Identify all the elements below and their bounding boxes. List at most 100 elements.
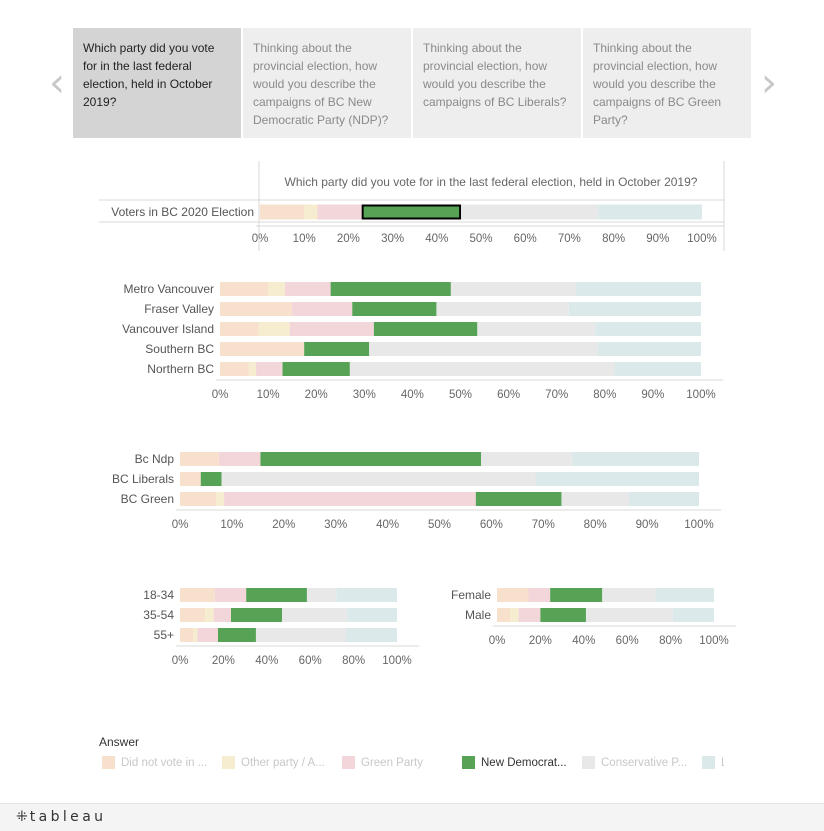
bar-southern-bc-conservative-p[interactable] <box>369 342 598 356</box>
tab-federal-vote[interactable]: Which party did you vote for in the last… <box>73 28 241 138</box>
bar-bc-green-did-not-vote-in[interactable] <box>180 492 217 506</box>
bar-18-34-new-democrat[interactable] <box>246 588 307 602</box>
bar-northern-bc-other-party-a[interactable] <box>248 362 257 376</box>
bar-55-green-party[interactable] <box>197 628 218 642</box>
bar-metro-vancouver-green-party[interactable] <box>284 282 331 296</box>
bar-northern-bc-l[interactable] <box>614 362 701 376</box>
bar-55-other-party-a[interactable] <box>193 628 198 642</box>
bar-voters-in-bc-2020-election-green-party[interactable] <box>317 204 362 220</box>
bar-vancouver-island-conservative-p[interactable] <box>477 322 596 336</box>
bar-bc-green-conservative-p[interactable] <box>561 492 629 506</box>
legend-swatch <box>702 756 715 769</box>
bar-fraser-valley-green-party[interactable] <box>292 302 353 316</box>
bar-metro-vancouver-other-party-a[interactable] <box>268 282 285 296</box>
bar-voters-in-bc-2020-election-did-not-vote-in[interactable] <box>260 204 305 220</box>
bar-male-did-not-vote-in[interactable] <box>497 608 511 622</box>
bar-35-54-other-party-a[interactable] <box>204 608 214 622</box>
bar-northern-bc-new-democrat[interactable] <box>282 362 350 376</box>
bar-northern-bc-did-not-vote-in[interactable] <box>220 362 249 376</box>
bar-bc-green-l[interactable] <box>628 492 699 506</box>
bar-voters-in-bc-2020-election-other-party-a[interactable] <box>304 204 318 220</box>
bar-northern-bc-green-party[interactable] <box>256 362 283 376</box>
bar-bc-ndp-did-not-vote-in[interactable] <box>180 452 219 466</box>
bar-18-34-did-not-vote-in[interactable] <box>180 588 215 602</box>
tab-ndp-campaign[interactable]: Thinking about the provincial election, … <box>243 28 411 138</box>
bar-female-did-not-vote-in[interactable] <box>497 588 529 602</box>
bar-voters-in-bc-2020-election-conservative-p[interactable] <box>461 204 599 220</box>
bar-male-conservative-p[interactable] <box>585 608 673 622</box>
x-tick-label: 40% <box>572 635 595 647</box>
bar-bc-green-other-party-a[interactable] <box>216 492 225 506</box>
legend-item-other-party-a[interactable]: Other party / A... <box>222 756 332 770</box>
bar-35-54-l[interactable] <box>347 608 397 622</box>
bar-bc-ndp-new-democrat[interactable] <box>260 452 482 466</box>
legend-item-conservative-p[interactable]: Conservative P... <box>582 756 694 770</box>
bar-vancouver-island-green-party[interactable] <box>289 322 374 336</box>
bar-55-l[interactable] <box>346 628 397 642</box>
bar-southern-bc-new-democrat[interactable] <box>304 342 370 356</box>
bar-southern-bc-did-not-vote-in[interactable] <box>220 342 305 356</box>
bar-metro-vancouver-l[interactable] <box>575 282 701 296</box>
bar-female-l[interactable] <box>655 588 714 602</box>
x-tick-label: 90% <box>641 389 664 401</box>
tableau-logo[interactable]: ⁜ tableau <box>16 809 106 825</box>
legend-item-l[interactable]: L... <box>702 756 724 770</box>
bar-vancouver-island-new-democrat[interactable] <box>373 322 478 336</box>
bar-35-54-did-not-vote-in[interactable] <box>180 608 205 622</box>
x-tick-label: 60% <box>616 635 639 647</box>
bar-female-new-democrat[interactable] <box>550 588 603 602</box>
bar-35-54-conservative-p[interactable] <box>281 608 348 622</box>
bar-male-l[interactable] <box>672 608 714 622</box>
next-arrow-icon[interactable]: › <box>761 60 777 106</box>
legend-label: New Democrat... <box>481 757 567 769</box>
bar-voters-in-bc-2020-election-l[interactable] <box>598 204 702 220</box>
bar-male-green-party[interactable] <box>518 608 541 622</box>
chart-title: Which party did you vote for in the last… <box>285 175 698 189</box>
bar-metro-vancouver-did-not-vote-in[interactable] <box>220 282 269 296</box>
bar-female-green-party[interactable] <box>528 588 551 602</box>
bar-southern-bc-l[interactable] <box>597 342 701 356</box>
bar-bc-ndp-green-party[interactable] <box>218 452 261 466</box>
bar-55-did-not-vote-in[interactable] <box>180 628 194 642</box>
bar-55-conservative-p[interactable] <box>255 628 347 642</box>
tab-green-campaign[interactable]: Thinking about the provincial election, … <box>583 28 751 138</box>
bar-55-new-democrat[interactable] <box>217 628 256 642</box>
x-tick-label: 40% <box>376 519 399 531</box>
bar-bc-liberals-new-democrat[interactable] <box>200 472 222 486</box>
bar-metro-vancouver-new-democrat[interactable] <box>330 282 451 296</box>
bar-male-new-democrat[interactable] <box>540 608 586 622</box>
bar-bc-green-new-democrat[interactable] <box>475 492 562 506</box>
bar-35-54-green-party[interactable] <box>213 608 231 622</box>
bar-male-other-party-a[interactable] <box>510 608 519 622</box>
tab-liberal-campaign[interactable]: Thinking about the provincial election, … <box>413 28 581 138</box>
bar-northern-bc-conservative-p[interactable] <box>349 362 615 376</box>
bar-fraser-valley-new-democrat[interactable] <box>352 302 437 316</box>
bar-vancouver-island-l[interactable] <box>595 322 701 336</box>
bar-fraser-valley-did-not-vote-in[interactable] <box>220 302 293 316</box>
x-tick-label: 100% <box>684 519 713 531</box>
bar-bc-liberals-l[interactable] <box>535 472 699 486</box>
legend-item-green-party[interactable]: Green Party <box>342 756 452 770</box>
bar-fraser-valley-conservative-p[interactable] <box>436 302 569 316</box>
bar-bc-liberals-did-not-vote-in[interactable] <box>180 472 201 486</box>
x-tick-label: 80% <box>593 389 616 401</box>
legend-item-did-not-vote-in[interactable]: Did not vote in ... <box>102 756 212 770</box>
bar-bc-ndp-conservative-p[interactable] <box>481 452 572 466</box>
bar-bc-ndp-l[interactable] <box>571 452 699 466</box>
bar-18-34-green-party[interactable] <box>214 588 247 602</box>
bar-vancouver-island-did-not-vote-in[interactable] <box>220 322 259 336</box>
bar-bc-green-green-party[interactable] <box>224 492 476 506</box>
bar-vancouver-island-other-party-a[interactable] <box>258 322 290 336</box>
bar-18-34-l[interactable] <box>336 588 397 602</box>
legend-label: Conservative P... <box>601 757 688 769</box>
bar-female-conservative-p[interactable] <box>602 588 656 602</box>
bar-voters-in-bc-2020-election-new-democrat[interactable] <box>361 204 462 220</box>
bar-metro-vancouver-conservative-p[interactable] <box>450 282 576 296</box>
bar-fraser-valley-l[interactable] <box>568 302 701 316</box>
bar-35-54-new-democrat[interactable] <box>230 608 282 622</box>
legend-label: L... <box>721 757 724 769</box>
legend-item-new-democrat[interactable]: New Democrat... <box>462 756 576 770</box>
bar-bc-liberals-conservative-p[interactable] <box>221 472 536 486</box>
bar-18-34-conservative-p[interactable] <box>306 588 337 602</box>
previous-arrow-icon[interactable]: ‹ <box>49 60 65 106</box>
